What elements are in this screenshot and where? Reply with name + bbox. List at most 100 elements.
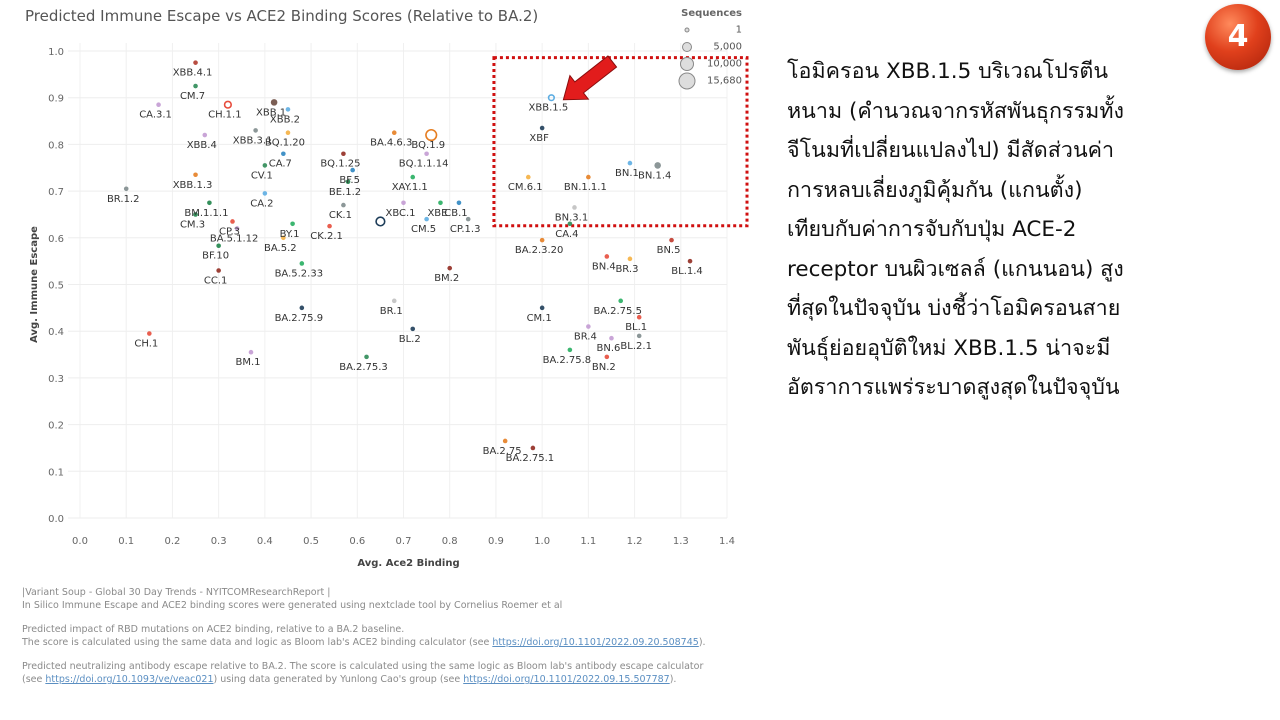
point-label: XBE (427, 208, 447, 219)
x-tick-label: 1.4 (719, 536, 735, 547)
point-label: BN.6 (597, 343, 621, 354)
legend: Sequences 1 5,000 10,000 15,680 (662, 8, 742, 89)
legend-circle (682, 41, 692, 52)
x-tick-label: 0.8 (442, 536, 458, 547)
thai-text-line: อัตราการแพร่ระบาดสูงสุดในปัจจุบัน (787, 375, 1120, 400)
point-label: CP.3 (219, 226, 240, 237)
data-point (539, 305, 545, 311)
x-tick-label: 0.1 (118, 536, 134, 547)
point-label: CH.1 (134, 339, 158, 350)
legend-title: Sequences (681, 8, 742, 19)
footer-ace2-note: Predicted impact of RBD mutations on ACE… (22, 624, 405, 635)
data-point (410, 326, 416, 332)
data-point (547, 94, 555, 102)
ve-doi-link[interactable]: https://doi.org/10.1093/ve/veac021 (45, 674, 214, 685)
footer-escape-end: ). (669, 674, 677, 685)
point-label: CM.6.1 (508, 182, 543, 193)
data-point (364, 354, 369, 360)
footer-escape-pre: (see (22, 674, 46, 685)
thai-text-line: จีโนมที่เปลี่ยนแปลงไป) มีสัดส่วนค่า (787, 138, 1115, 163)
data-point (281, 235, 286, 241)
x-tick-label: 0.2 (164, 536, 180, 547)
data-point (327, 223, 332, 229)
point-label: BQ.1.25 (320, 159, 360, 170)
point-label: XBB.4 (187, 140, 217, 151)
point-label: BA.5.1.12 (210, 233, 259, 244)
legend-row: 1 (662, 21, 742, 38)
chart-title: Predicted Immune Escape vs ACE2 Binding … (25, 7, 539, 25)
thai-text-line: receptor บนผิวเซลล์ (แกนนอน) สูง (787, 256, 1124, 282)
point-label: BA.5.2.33 (275, 268, 324, 279)
point-label: CK.2.1 (310, 231, 343, 242)
legend-value: 1 (735, 24, 742, 35)
legend-row: 5,000 (662, 38, 742, 55)
point-label: CA.7 (269, 159, 292, 170)
x-tick-label: 0.0 (72, 536, 88, 547)
point-label: CA.2 (250, 198, 273, 209)
data-point (567, 221, 573, 227)
x-tick-label: 1.2 (627, 536, 643, 547)
point-label: BR.1 (380, 306, 403, 317)
data-point (207, 200, 212, 206)
point-label: CK.1 (329, 210, 352, 221)
data-point (290, 221, 295, 227)
point-label: BN.1.4 (638, 170, 671, 181)
data-point (447, 265, 453, 271)
point-label: CM.1 (527, 313, 552, 324)
data-point (223, 100, 232, 109)
data-point (270, 99, 278, 106)
data-point (687, 258, 693, 264)
data-point (425, 128, 438, 142)
point-label: BA.2.75.9 (275, 313, 324, 324)
point-label: BA.2.75.1 (506, 453, 555, 464)
data-point (193, 60, 198, 65)
thai-text-line: การหลบเลี่ยงภูมิคุ้มกัน (แกนตั้ง) (787, 177, 1083, 203)
data-point (530, 445, 536, 451)
data-point (654, 162, 661, 169)
point-label: BE.1.2 (329, 187, 361, 198)
point-label: BA.5.2 (264, 243, 297, 254)
legend-row: 15,680 (662, 72, 742, 89)
point-label: BA.2.75.8 (543, 355, 592, 366)
point-label: XBB.4.1 (173, 68, 213, 79)
data-point (262, 191, 268, 196)
data-point (604, 354, 610, 360)
point-label: BF.5 (339, 175, 360, 186)
data-point (202, 132, 208, 138)
x-tick-label: 1.1 (580, 536, 596, 547)
point-label: BA.2.3.20 (515, 245, 564, 256)
thai-explanation: โอมิครอน XBB.1.5 บริเวณโปรตีน หนาม (คำนวณ… (787, 52, 1247, 408)
data-point (539, 237, 545, 243)
data-point (281, 151, 286, 157)
y-tick-label: 0.7 (48, 187, 64, 198)
data-point (193, 172, 198, 178)
x-tick-label: 0.3 (211, 536, 227, 547)
data-point (262, 163, 268, 168)
point-label: CC.1 (204, 275, 228, 286)
y-tick-label: 0.0 (48, 514, 64, 525)
x-tick-label: 0.6 (349, 536, 365, 547)
thai-text-line: ที่สุดในปัจจุบัน บ่งชี้ว่าโอมิครอนสาย (787, 296, 1121, 321)
data-point (627, 256, 633, 262)
data-point (156, 102, 161, 108)
point-label: BN.1.1.1 (564, 182, 607, 193)
point-label: XBC.1 (385, 208, 415, 219)
ace2-doi-link[interactable]: https://doi.org/10.1101/2022.09.20.50874… (492, 637, 699, 648)
arrow-shape (562, 55, 618, 101)
cao-doi-link[interactable]: https://doi.org/10.1101/2022.09.15.50778… (463, 674, 670, 685)
data-point (375, 216, 386, 227)
point-label: XBB.1 (256, 107, 286, 118)
y-tick-label: 0.9 (48, 94, 64, 105)
data-point (299, 261, 305, 266)
point-label: BN.3.1 (555, 212, 588, 223)
thai-text-line: โอมิครอน XBB.1.5 บริเวณโปรตีน (787, 59, 1109, 84)
thai-text-line: เทียบกับค่าการจับกับปุ่ม ACE-2 (787, 217, 1077, 242)
data-point (391, 298, 397, 304)
point-label: BL.2.1 (620, 341, 652, 352)
point-label: XAY.1.1 (392, 182, 428, 193)
y-tick-label: 0.8 (48, 140, 64, 151)
scatter-plot: 0.0 0.1 0.2 0.3 0.4 0.5 0.6 0.7 0.8 0.9 1.0 1.1 1.2 1… (29, 43, 749, 569)
footer-source: |Variant Soup - Global 30 Day Trends - N… (22, 587, 331, 598)
data-point (341, 151, 346, 157)
data-point (123, 186, 129, 192)
